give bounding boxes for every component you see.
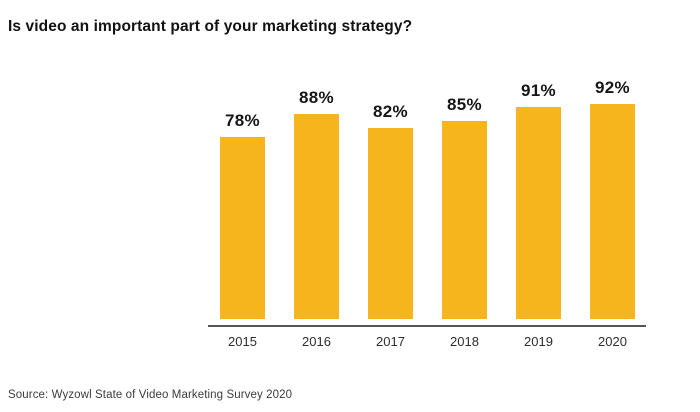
bar-value-label-2020: 92%: [595, 78, 630, 97]
bar-2016: [294, 114, 339, 319]
x-tick-label-2019: 2019: [524, 334, 553, 349]
bar-2019: [516, 107, 561, 319]
x-tick-label-2015: 2015: [228, 334, 257, 349]
x-tick-label-2018: 2018: [450, 334, 479, 349]
source-note: Source: Wyzowl State of Video Marketing …: [8, 389, 293, 401]
x-axis-line: [208, 325, 646, 327]
x-tick-label-2017: 2017: [376, 334, 405, 349]
chart-title: Is video an important part of your marke…: [8, 18, 413, 35]
bar-value-label-2019: 91%: [521, 81, 556, 100]
bar-value-label-2017: 82%: [373, 102, 408, 121]
bar-2018: [442, 121, 487, 319]
bar-value-label-2018: 85%: [447, 95, 482, 114]
bar-2015: [220, 137, 265, 319]
x-tick-label-2020: 2020: [598, 334, 627, 349]
bar-2020: [590, 104, 635, 319]
bar-2017: [368, 128, 413, 319]
bar-value-label-2015: 78%: [225, 111, 260, 130]
x-tick-label-2016: 2016: [302, 334, 331, 349]
bar-value-label-2016: 88%: [299, 88, 334, 107]
